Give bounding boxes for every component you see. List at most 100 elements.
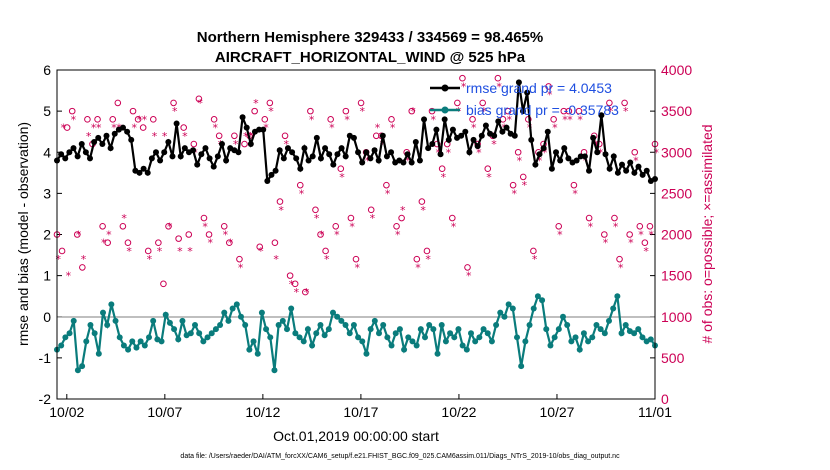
possible-obs-point (94, 116, 101, 123)
bias-point (371, 317, 378, 324)
possible-obs-point (165, 222, 172, 230)
assimilated-obs-point: * (66, 270, 72, 283)
assimilated-obs-point: * (137, 113, 143, 126)
possible-obs-point (281, 132, 289, 140)
rmse-point (548, 165, 555, 172)
bias-point (514, 334, 520, 341)
bias-point (501, 313, 508, 320)
bias-point (455, 326, 462, 333)
bias-point (480, 326, 487, 333)
y-axis-label: rmse and bias (model - observation) (15, 122, 31, 346)
possible-obs-point (454, 99, 461, 107)
rmse-point (284, 145, 291, 152)
bias-point (459, 342, 466, 349)
possible-obs-point (621, 99, 628, 107)
x-tick-label: 10/27 (539, 404, 574, 420)
possible-obs-point (494, 74, 502, 82)
assimilated-obs-point: * (506, 113, 512, 126)
assimilated-obs-point: * (430, 113, 436, 126)
bias-point (350, 321, 357, 328)
assimilated-obs-point: * (202, 220, 208, 233)
chart-marks: * * * * * * * * * * * * * * * * * * * * * * * * * * * * * * * * * * * * * * * *… (53, 74, 659, 374)
rmse-point (581, 153, 588, 160)
assimilated-series: * * * * * * * * * * * * * * * * * * * * * * * * * * * * * * * * * * * * * * * *… (55, 80, 659, 299)
possible-obs-point (215, 132, 223, 140)
possible-obs-point (276, 198, 284, 205)
rmse-point (449, 126, 456, 133)
rmse-point (309, 153, 316, 160)
possible-obs-point (393, 222, 400, 230)
bias-point (179, 317, 186, 324)
bias-series (54, 293, 658, 374)
assimilated-obs-point: * (466, 270, 472, 283)
bias-point (392, 330, 399, 337)
possible-obs-point (448, 214, 456, 222)
assimilated-obs-point: * (71, 113, 77, 126)
legend-bias-label: bias grand pr = -0.35783 (466, 102, 619, 118)
possible-obs-point (601, 231, 608, 238)
rmse-point (433, 126, 440, 133)
plot-area (57, 70, 655, 399)
assimilated-obs-point: * (177, 245, 183, 258)
possible-obs-point (408, 107, 416, 115)
rmse-point (515, 79, 522, 86)
rmse-point (206, 155, 213, 162)
possible-obs-point (413, 255, 421, 263)
assimilated-obs-point: * (167, 220, 173, 233)
assimilated-obs-point: * (618, 261, 624, 274)
bias-point (647, 336, 654, 343)
y-tick-label: 4 (43, 144, 51, 160)
rmse-point (544, 128, 551, 135)
bias-point (576, 346, 583, 353)
assimilated-obs-point: * (81, 253, 87, 266)
possible-obs-point (611, 214, 618, 222)
bias-point (534, 293, 541, 300)
possible-obs-point (58, 247, 66, 255)
assimilated-obs-point: * (76, 229, 82, 242)
possible-obs-point (641, 239, 649, 247)
rmse-point (429, 141, 436, 148)
possible-obs-point (636, 222, 644, 230)
bias-point (417, 326, 424, 333)
possible-obs-point (104, 239, 111, 247)
y-right-tick-label: 1500 (661, 268, 692, 284)
possible-obs-point (307, 107, 314, 115)
assimilated-obs-point: * (243, 130, 249, 143)
assimilated-obs-point: * (182, 130, 188, 143)
rmse-point (128, 136, 135, 143)
assimilated-obs-point: * (643, 245, 649, 258)
rmse-point (95, 134, 102, 141)
rmse-point (334, 151, 341, 158)
y-right-tick-label: 3500 (661, 103, 692, 119)
assimilated-obs-point: * (395, 229, 401, 242)
assimilated-obs-point: * (380, 138, 386, 151)
bias-point (639, 334, 646, 341)
bias-point (614, 293, 621, 300)
possible-obs-point (418, 198, 426, 205)
assimilated-obs-point: * (390, 122, 396, 135)
rmse-point (268, 171, 275, 178)
bias-point (342, 321, 349, 328)
assimilated-obs-point: * (451, 220, 457, 233)
rmse-point (103, 132, 110, 139)
bias-point (572, 334, 579, 341)
bias-point (304, 326, 311, 333)
assimilated-obs-point: * (522, 179, 528, 192)
possible-obs-point (352, 255, 360, 263)
bias-point (263, 326, 270, 333)
rmse-point (540, 145, 547, 152)
rmse-point (503, 124, 510, 131)
possible-obs-point (119, 222, 127, 230)
possible-obs-point (322, 247, 329, 255)
rmse-point (301, 145, 308, 152)
possible-obs-point (469, 116, 476, 123)
possible-obs-point (626, 231, 633, 238)
rmse-point (177, 153, 184, 160)
bias-point (125, 346, 132, 353)
possible-obs-point (372, 132, 380, 140)
rmse-point (577, 153, 584, 160)
rmse-point (107, 145, 114, 152)
possible-obs-point (616, 255, 623, 263)
bias-point (133, 344, 140, 351)
y-tick-label: 3 (43, 185, 51, 201)
